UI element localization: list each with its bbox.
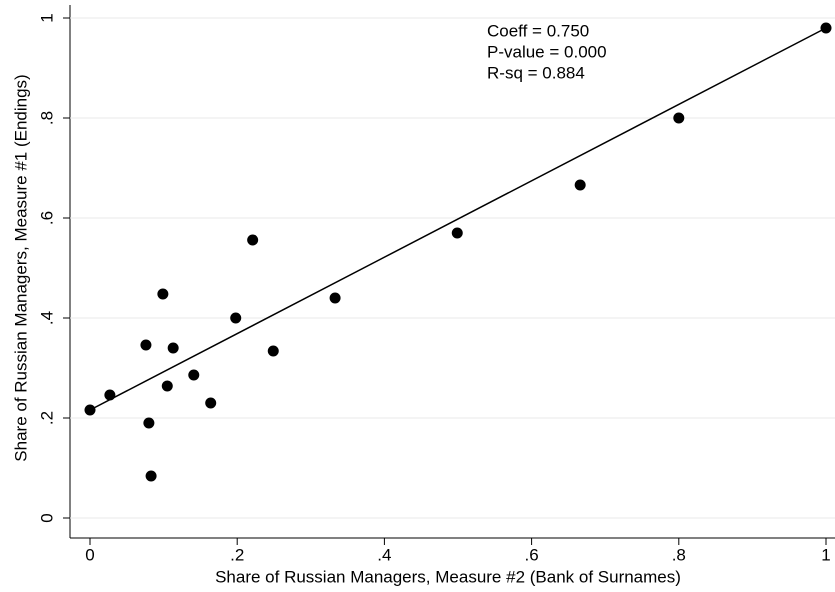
point: [230, 312, 242, 324]
y-tick-label: .4: [37, 311, 56, 325]
point: [451, 227, 463, 239]
point: [140, 339, 152, 351]
point: [143, 417, 155, 429]
point: [574, 179, 586, 191]
y-tick-label: 0: [37, 513, 56, 522]
fit-line: [89, 27, 827, 411]
point: [329, 292, 341, 304]
x-tick-label: .2: [230, 545, 244, 564]
y-tick-label: .2: [37, 411, 56, 425]
point: [104, 389, 116, 401]
point: [145, 470, 157, 482]
point: [167, 342, 179, 354]
point: [267, 345, 279, 357]
x-tick-label: .8: [672, 545, 686, 564]
annotation: R-sq = 0.884: [487, 63, 585, 82]
annotation: P-value = 0.000: [487, 42, 607, 61]
x-tick-label: .4: [377, 545, 391, 564]
point: [84, 404, 96, 416]
point: [673, 112, 685, 124]
point: [820, 22, 832, 34]
point: [161, 380, 173, 392]
point: [247, 234, 259, 246]
y-tick-label: .6: [37, 211, 56, 225]
point: [205, 397, 217, 409]
annotation: Coeff = 0.750: [487, 21, 589, 40]
point: [188, 369, 200, 381]
point: [157, 288, 169, 300]
x-tick-label: 0: [85, 545, 94, 564]
x-tick-label: 1: [821, 545, 830, 564]
x-tick-label: .6: [525, 545, 539, 564]
y-axis-label: Share of Russian Managers, Measure #1 (E…: [11, 74, 30, 461]
y-tick-label: 1: [37, 13, 56, 22]
x-axis-label: Share of Russian Managers, Measure #2 (B…: [215, 567, 681, 586]
y-tick-label: .8: [37, 111, 56, 125]
